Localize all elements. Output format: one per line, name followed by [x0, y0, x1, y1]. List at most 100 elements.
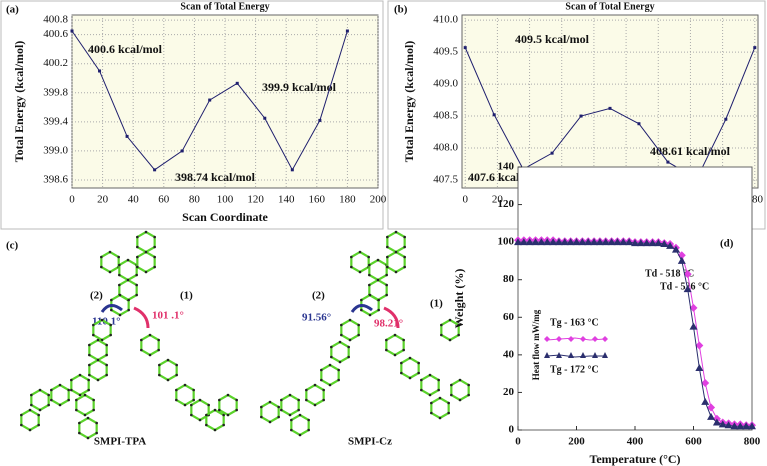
atom: [376, 278, 380, 282]
atom: [320, 378, 323, 382]
point: [683, 270, 692, 279]
point: [707, 412, 716, 420]
x-tick-label: 60: [158, 194, 170, 206]
atom: [58, 383, 62, 387]
atom: [175, 398, 178, 402]
atom: [28, 428, 32, 432]
atom: [118, 273, 121, 277]
atom: [357, 323, 360, 327]
atom: [337, 368, 340, 372]
atom: [86, 436, 90, 440]
atom: [30, 393, 33, 397]
ring: [385, 333, 405, 357]
atom: [58, 403, 62, 407]
ring: [290, 413, 310, 437]
x-tick-label: 120: [247, 194, 264, 206]
x-tick-label: 20: [492, 194, 504, 206]
point: [153, 168, 157, 172]
x-tick-label: 140: [278, 194, 295, 206]
panel-label: (b): [394, 4, 408, 16]
inset-y-label: Heat flow mW/mg: [531, 309, 541, 380]
atom: [205, 423, 208, 427]
atom: [105, 373, 108, 377]
atom: [400, 371, 403, 375]
atom: [50, 388, 53, 392]
point: [608, 106, 612, 110]
point: [718, 420, 727, 428]
atom: [386, 235, 389, 239]
atom: [100, 338, 104, 342]
atom: [402, 338, 405, 342]
point: [554, 238, 563, 246]
point: [742, 422, 751, 430]
angle-arc: [383, 306, 400, 329]
atom: [100, 255, 103, 259]
x-tick-label: 200: [370, 194, 387, 206]
y-tick-label: 399.8: [43, 86, 68, 98]
ring: [280, 393, 300, 417]
atom: [430, 401, 433, 405]
atom: [118, 293, 122, 297]
atom: [338, 340, 342, 344]
atom: [100, 265, 103, 269]
atom: [83, 413, 87, 417]
point: [648, 239, 657, 247]
point: [345, 29, 349, 33]
ring: [218, 393, 238, 417]
atom: [350, 265, 353, 269]
atom: [337, 378, 340, 382]
atom: [37, 423, 40, 427]
atom: [37, 413, 40, 417]
point: [180, 149, 184, 153]
point: [463, 46, 467, 50]
y-tick-label: 400.2: [43, 57, 68, 69]
atom: [290, 418, 293, 422]
point: [748, 422, 756, 430]
atom: [78, 393, 82, 397]
atom: [330, 355, 333, 359]
atom: [83, 393, 87, 397]
annotation: 399.9 kcal/mol: [262, 80, 337, 94]
atom: [348, 338, 352, 342]
x-tick-label: 0: [69, 194, 75, 206]
atom: [450, 383, 453, 387]
atom: [135, 273, 138, 277]
atom: [360, 308, 363, 312]
atom: [47, 393, 50, 397]
ring: [260, 400, 280, 424]
atom: [403, 265, 406, 269]
x-tick-label: 200: [568, 436, 585, 448]
angle-arc: [350, 304, 373, 313]
point: [666, 241, 675, 249]
atom: [368, 293, 372, 297]
inset-marker: [580, 336, 586, 342]
atom: [386, 245, 389, 249]
atom: [448, 318, 452, 322]
atom: [358, 270, 362, 274]
atom: [457, 333, 460, 337]
atom: [88, 353, 91, 357]
inset-marker: [568, 336, 574, 342]
ring: [305, 383, 325, 407]
atom: [368, 263, 371, 267]
atom: [88, 343, 91, 347]
point: [579, 114, 583, 118]
ring: [136, 230, 156, 254]
x-tick-label: 160: [309, 194, 326, 206]
atom: [183, 403, 187, 407]
y-tick-label: 80: [503, 273, 515, 285]
atom: [437, 378, 440, 382]
atom: [175, 373, 178, 377]
atom: [360, 298, 363, 302]
point: [637, 122, 641, 126]
x-tick-label: 400: [627, 436, 644, 448]
atom: [358, 250, 362, 254]
atom: [148, 333, 152, 337]
atom: [368, 273, 371, 277]
panel-label: (c): [6, 240, 19, 252]
y-tick-label: 20: [503, 386, 515, 398]
ring: [118, 258, 138, 282]
atom: [105, 353, 108, 357]
inset-annotation: Tg - 172 °C: [550, 364, 599, 375]
atom: [467, 383, 470, 387]
